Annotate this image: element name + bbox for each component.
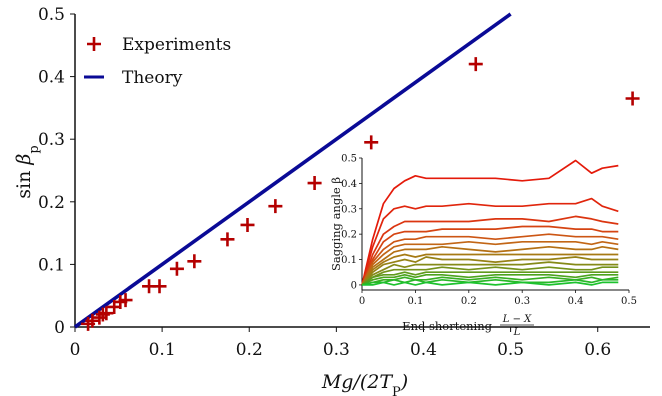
- inset-series-line-4: [361, 225, 619, 286]
- inset-y-ticks: 0 0.1 0.2 0.3 0.4 0.5: [341, 154, 362, 291]
- inset-series-line-6: [361, 240, 619, 286]
- inset-x-tick-label: 0.3: [514, 296, 530, 307]
- main-y-tick-label: 0.4: [38, 68, 65, 88]
- experiment-point: [625, 91, 640, 106]
- inset-x-axis-label: End shortening L − X L: [402, 314, 534, 338]
- inset-x-label-numerator: L − X: [502, 314, 532, 325]
- inset-plot: 0 0.1 0.2 0.3 0.4 0.5 0 0.1 0.2 0.3 0.4 0.5 End sh…: [329, 154, 637, 339]
- main-x-tick-label: 0.5: [497, 340, 524, 360]
- inset-x-tick-label: 0.2: [461, 296, 477, 307]
- inset-series-line-7: [361, 245, 619, 286]
- inset-series-line-13: [361, 273, 619, 286]
- inset-series: [361, 159, 619, 286]
- experiment-point: [118, 293, 133, 308]
- legend-plus-icon: [87, 37, 101, 51]
- inset-series-line-11: [361, 266, 619, 286]
- inset-x-label-text: End shortening: [402, 319, 492, 333]
- legend-label-experiments: Experiments: [122, 35, 231, 55]
- main-x-tick-label: 0: [70, 340, 81, 360]
- inset-series-line-2: [361, 197, 619, 286]
- main-y-tick-label: 0.3: [38, 130, 65, 150]
- experiment-point: [99, 306, 114, 321]
- main-x-tick-label: 0.1: [149, 340, 176, 360]
- inset-x-label-denominator: L: [513, 327, 521, 338]
- inset-series-line-15: [361, 278, 619, 286]
- inset-series-line-1: [361, 159, 619, 286]
- experiment-point: [240, 217, 255, 232]
- main-y-tick-label: 0.5: [38, 5, 65, 25]
- inset-series-line-14: [361, 276, 619, 286]
- inset-series-line-5: [361, 233, 619, 286]
- legend: Experiments Theory: [84, 35, 231, 88]
- inset-series-line-16: [362, 281, 619, 286]
- legend-label-theory: Theory: [122, 68, 183, 88]
- main-x-ticks: 0 0.1 0.2 0.3 0.4 0.5 0.6: [70, 327, 611, 360]
- inset-x-ticks: 0 0.1 0.2 0.3 0.4 0.5: [359, 290, 637, 307]
- inset-x-tick-label: 0.5: [621, 296, 637, 307]
- experiment-point: [364, 135, 379, 150]
- main-x-tick-label: 0.4: [410, 340, 437, 360]
- inset-x-tick-label: 0.4: [568, 296, 584, 307]
- experiment-point: [307, 176, 322, 191]
- legend-entry-theory: Theory: [84, 68, 183, 88]
- inset-y-tick-label: 0.4: [341, 179, 357, 190]
- inset-y-axis-label: Sagging angle β: [329, 177, 343, 271]
- inset-y-tick-label: 0: [351, 280, 357, 291]
- main-series: [73, 12, 640, 331]
- inset-series-line-10: [361, 261, 619, 286]
- experiment-point: [468, 57, 483, 72]
- experiment-point: [152, 279, 167, 294]
- main-x-axis-label: Mg/(2TP): [321, 371, 408, 396]
- main-x-tick-label: 0.6: [584, 340, 611, 360]
- main-x-tick-label: 0.3: [323, 340, 350, 360]
- experiment-point: [169, 261, 184, 276]
- experiment-point: [187, 254, 202, 269]
- experiment-point: [85, 313, 100, 328]
- inset-series-line-8: [361, 253, 619, 286]
- main-x-tick-label: 0.2: [236, 340, 263, 360]
- inset-y-tick-label: 0.3: [341, 204, 357, 215]
- legend-entry-experiments: Experiments: [87, 35, 231, 55]
- experiment-point: [268, 199, 283, 214]
- main-plot: 0 0.1 0.2 0.3 0.4 0.5 0.6 0 0.1 0.2 0.3 0.4 0.5 Mg/…: [13, 5, 650, 396]
- inset-y-tick-label: 0.2: [341, 230, 357, 241]
- inset-y-tick-label: 0.5: [341, 154, 357, 165]
- inset-series-line-3: [361, 215, 619, 286]
- inset-x-tick-label: 0: [359, 296, 365, 307]
- theory-line: [73, 12, 512, 329]
- main-y-tick-label: 0.1: [38, 255, 65, 275]
- main-y-tick-label: 0: [54, 318, 65, 338]
- main-y-tick-label: 0.2: [38, 193, 65, 213]
- experiment-point: [220, 232, 235, 247]
- main-y-ticks: 0 0.1 0.2 0.3 0.4 0.5: [38, 5, 75, 338]
- inset-x-tick-label: 0.1: [407, 296, 423, 307]
- inset-series-line-12: [361, 271, 619, 286]
- inset-series-line-9: [361, 256, 619, 286]
- inset-y-tick-label: 0.1: [341, 255, 357, 266]
- main-y-axis-label: sin βp: [13, 145, 42, 198]
